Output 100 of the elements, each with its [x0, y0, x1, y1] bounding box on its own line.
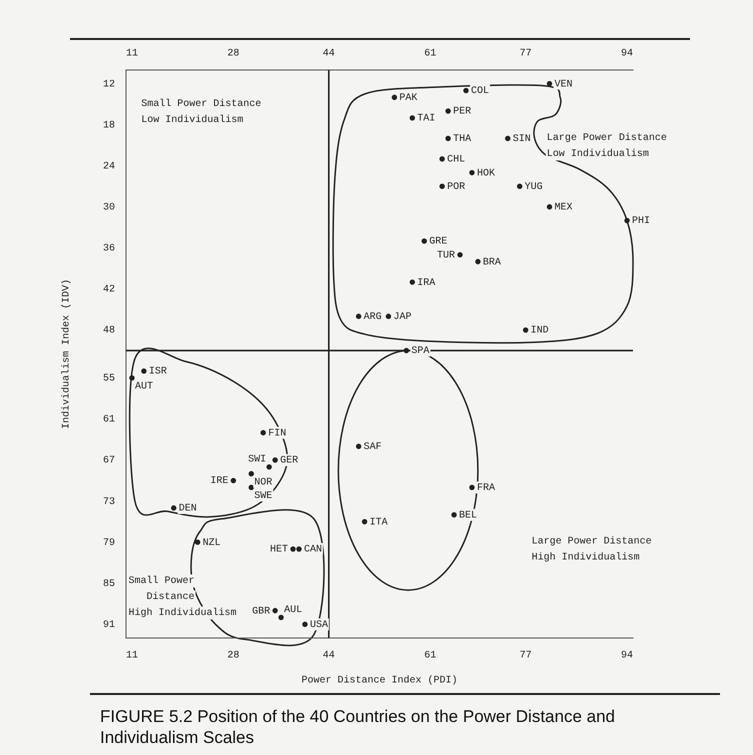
point	[171, 505, 176, 511]
point	[624, 218, 630, 224]
data-label: BRA	[482, 257, 501, 268]
data-label: NOR	[254, 477, 272, 488]
data-label: IRA	[417, 278, 436, 289]
data-label: YUG	[524, 182, 543, 193]
y-tick-label: 30	[102, 202, 115, 214]
point	[272, 608, 278, 614]
point	[445, 108, 451, 114]
annotation: Small Power Distance Low Individualism	[141, 98, 262, 126]
x-tick-label: 94	[621, 650, 634, 662]
data-label: TUR	[437, 250, 456, 262]
data-label: HOK	[476, 168, 495, 180]
y-tick-label: 36	[102, 244, 115, 255]
y-tick-label: 42	[102, 284, 115, 296]
point	[475, 258, 481, 264]
point	[439, 156, 445, 162]
data-label: AUL	[284, 605, 302, 616]
data-label: ITA	[370, 517, 388, 528]
x-tick-label: 61	[424, 650, 436, 662]
y-tick-label: 73	[102, 496, 115, 508]
point	[410, 115, 416, 121]
annotation: Large Power Distance Low Individualism	[546, 132, 667, 160]
y-tick-label: 61	[102, 414, 115, 426]
point	[386, 314, 392, 320]
point	[141, 368, 147, 374]
x-tick-label: 44	[322, 650, 335, 662]
y-tick-label: 48	[102, 326, 115, 337]
data-label: SWE	[254, 491, 272, 502]
point	[194, 539, 200, 545]
data-label: DEN	[178, 504, 197, 515]
point	[278, 614, 284, 620]
point	[230, 478, 236, 484]
x2-tick-label: 61	[424, 48, 436, 60]
x2-tick-label: 94	[621, 48, 634, 60]
point	[362, 518, 368, 524]
point	[266, 464, 272, 470]
annotation: Large Power Distance High Individualism	[532, 535, 652, 564]
data-label: ISR	[148, 366, 167, 378]
data-label: IRE	[210, 476, 228, 488]
point	[260, 430, 266, 436]
data-label: MEX	[554, 202, 573, 214]
data-label: SPA	[411, 346, 430, 358]
data-label: USA	[310, 620, 328, 631]
point	[522, 327, 528, 333]
y-axis-title: Individualism Index (IDV)	[60, 278, 73, 430]
point	[469, 170, 475, 176]
data-label: FIN	[268, 428, 286, 440]
point	[129, 375, 135, 381]
data-label: CAN	[304, 544, 322, 556]
y-tick-label: 12	[102, 79, 115, 90]
text: FIGURE 5.2 Position of the 40 Countries on the Power Distance and Individualism Scales	[100, 706, 616, 748]
point	[248, 484, 254, 490]
y-tick-label: 79	[102, 538, 115, 549]
data-label: ARG	[364, 312, 382, 323]
point	[302, 622, 308, 628]
x2-tick-label: 44	[322, 48, 335, 60]
annotation: Small Power Distance High Individualism	[128, 575, 237, 620]
x-axis-title: Power Distance Index (PDI)	[301, 674, 458, 687]
point	[410, 279, 416, 285]
point	[505, 136, 510, 142]
data-label: NZL	[202, 538, 221, 549]
data-label: BEL	[459, 510, 478, 522]
data-label: COL	[470, 86, 490, 98]
point	[445, 136, 451, 142]
data-label: VEN	[554, 79, 573, 90]
data-label: GRE	[429, 236, 448, 248]
point	[356, 314, 362, 320]
data-label: PER	[453, 106, 472, 118]
point	[451, 512, 457, 518]
data-label: TAI	[417, 114, 436, 125]
point	[272, 457, 278, 463]
x-tick-label: 77	[520, 650, 532, 662]
data-label: SWI	[248, 454, 266, 466]
point	[516, 184, 522, 190]
y-tick-label: 24	[102, 161, 115, 172]
data-label: PHI	[632, 216, 650, 228]
point	[422, 238, 427, 244]
data-label: SAF	[364, 442, 382, 454]
data-label: GER	[280, 456, 298, 467]
point	[290, 546, 296, 552]
x-tick-label: 11	[126, 650, 138, 662]
point	[356, 444, 362, 450]
point	[469, 484, 475, 490]
point	[546, 80, 552, 86]
point	[439, 184, 445, 190]
y-tick-label: 67	[102, 456, 115, 467]
point	[296, 546, 302, 552]
data-label: JAP	[393, 312, 412, 323]
point	[463, 88, 469, 94]
data-label: POR	[447, 182, 466, 193]
point	[248, 471, 254, 476]
x-tick-label: 28	[227, 650, 240, 662]
x2-tick-label: 11	[126, 48, 138, 60]
x2-tick-label: 77	[520, 48, 532, 60]
point	[546, 204, 552, 210]
y-tick-label: 18	[102, 120, 115, 132]
data-label: THA	[453, 134, 472, 146]
y-tick-label: 85	[102, 578, 115, 590]
data-label: GBR	[252, 606, 270, 618]
